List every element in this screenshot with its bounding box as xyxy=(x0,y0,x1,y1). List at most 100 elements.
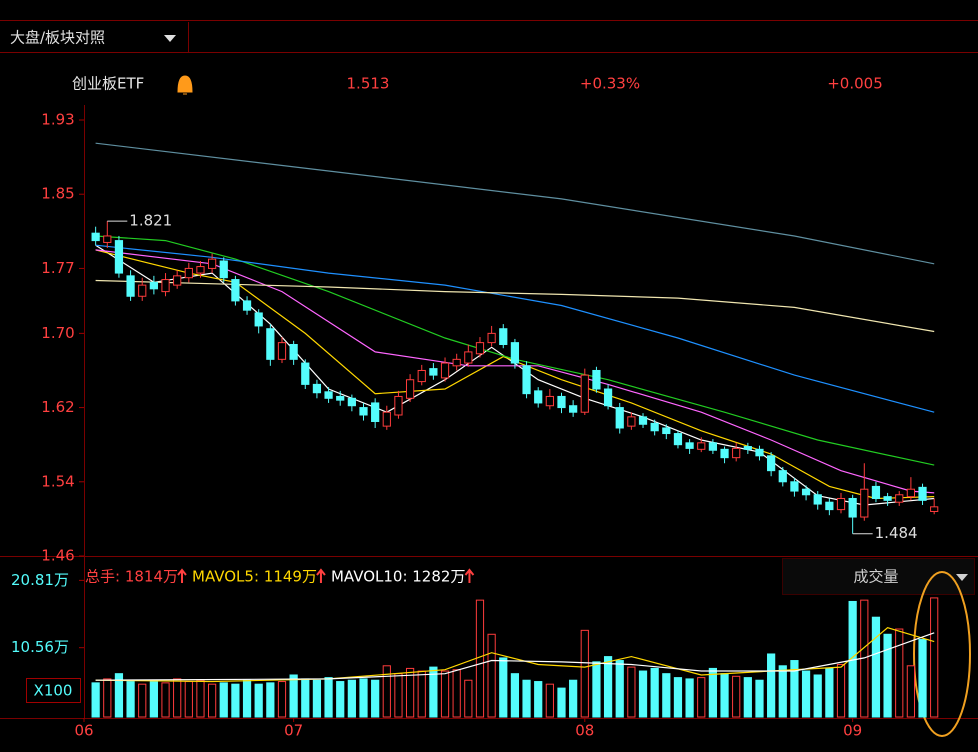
candle-body xyxy=(371,402,380,422)
candle-body xyxy=(347,397,356,407)
candle-body xyxy=(732,447,741,459)
volume-bar xyxy=(301,678,310,718)
candle-body xyxy=(184,267,193,279)
volume-bar xyxy=(918,639,927,718)
volume-bar xyxy=(673,677,683,718)
candle-body xyxy=(103,235,112,243)
candle-body xyxy=(755,448,764,457)
unit-box xyxy=(26,678,81,703)
volume-bar xyxy=(266,682,275,718)
volume-bar xyxy=(662,673,671,718)
candle-body xyxy=(464,351,473,364)
candle-body xyxy=(231,279,240,302)
y-tick-label: 1.85 xyxy=(41,185,74,203)
volume-legend: 总手: 1814万 MAVOL5: 1149万 MAVOL10: 1282万 xyxy=(85,568,475,586)
menu-title[interactable]: 大盘/板块对照 xyxy=(10,29,105,47)
volume-bar xyxy=(801,670,811,718)
candle-body xyxy=(475,342,485,355)
y-tick-label: 1.46 xyxy=(41,547,74,565)
legend-arrow xyxy=(464,568,475,583)
candle-body xyxy=(510,342,520,364)
volume-bar xyxy=(720,673,729,718)
candle-body xyxy=(359,407,368,416)
candle-body xyxy=(836,497,846,511)
candle-body xyxy=(778,470,787,483)
candle-body xyxy=(743,446,752,450)
dropdown-arrow[interactable] xyxy=(956,574,968,581)
candle-body xyxy=(417,369,426,383)
change-percent: +0.33% xyxy=(580,75,640,93)
legend-entry: MAVOL5: 1149万 xyxy=(192,568,317,586)
moving-average xyxy=(95,249,935,494)
moving-average xyxy=(95,249,935,500)
volume-unit: X100 xyxy=(34,682,73,700)
candle-body xyxy=(860,488,869,518)
volume-tick-label: 10.56万 xyxy=(11,638,69,656)
volume-bar xyxy=(871,616,881,718)
candle-body xyxy=(673,433,683,446)
volume-tick-label: 20.81万 xyxy=(11,571,69,589)
candle-body xyxy=(801,488,811,496)
x-tick-label: 08 xyxy=(575,722,594,740)
candle-body xyxy=(254,312,263,327)
volume-bar xyxy=(464,679,473,718)
candle-body xyxy=(697,442,706,450)
volume-bar xyxy=(592,661,601,718)
moving-average xyxy=(95,632,935,681)
volume-bar xyxy=(545,683,554,718)
legend-arrow xyxy=(316,568,326,583)
high-annotation: 1.821 xyxy=(129,212,172,230)
volume-bar xyxy=(324,677,333,718)
volume-bar xyxy=(242,679,252,718)
last-price: 1.513 xyxy=(347,75,390,93)
volume-bar xyxy=(405,667,415,718)
bell-icon[interactable] xyxy=(177,75,193,95)
moving-average xyxy=(95,142,935,265)
volume-bar xyxy=(429,666,438,718)
moving-average xyxy=(95,279,935,333)
y-tick-label: 1.93 xyxy=(41,111,74,129)
volume-bar xyxy=(219,682,228,718)
candle-body xyxy=(161,279,170,293)
candle-body xyxy=(825,501,834,511)
volume-bar xyxy=(895,628,904,718)
candle-body xyxy=(895,494,904,503)
y-tick-label: 1.62 xyxy=(41,398,74,416)
candle-body xyxy=(708,442,718,451)
volume-bar xyxy=(417,670,426,718)
indicator-name[interactable]: 成交量 xyxy=(853,568,898,586)
candle-body xyxy=(440,362,450,379)
volume-bar xyxy=(930,597,939,718)
candle-body xyxy=(848,497,857,518)
volume-bar xyxy=(336,681,345,718)
candle-body xyxy=(685,442,694,449)
volume-bar xyxy=(522,679,531,718)
volume-bar xyxy=(638,670,648,718)
security-name: 创业板ETF xyxy=(72,75,144,93)
dropdown-arrow[interactable] xyxy=(164,35,176,42)
volume-bar xyxy=(510,673,520,718)
volume-bar xyxy=(906,665,915,718)
candle-body xyxy=(615,407,624,429)
volume-bar xyxy=(650,667,659,718)
volume-bar xyxy=(708,667,718,718)
volume-bar xyxy=(813,674,822,718)
candle-body xyxy=(662,427,671,435)
volume-bar xyxy=(254,683,263,718)
candle-body xyxy=(382,411,391,427)
volume-bar xyxy=(883,633,892,718)
candle-body xyxy=(487,332,496,344)
candle-body xyxy=(324,391,333,399)
volume-bar xyxy=(580,629,589,718)
candle-body xyxy=(219,260,228,279)
indicator-selector[interactable] xyxy=(782,558,975,595)
volume-bar xyxy=(347,679,356,718)
volume-bar xyxy=(371,679,380,718)
candle-body xyxy=(603,388,613,407)
candle-body xyxy=(650,422,659,432)
candle-body xyxy=(871,485,881,499)
volume-bar xyxy=(277,681,287,718)
volume-bar xyxy=(697,677,706,718)
volume-bar xyxy=(184,681,193,718)
